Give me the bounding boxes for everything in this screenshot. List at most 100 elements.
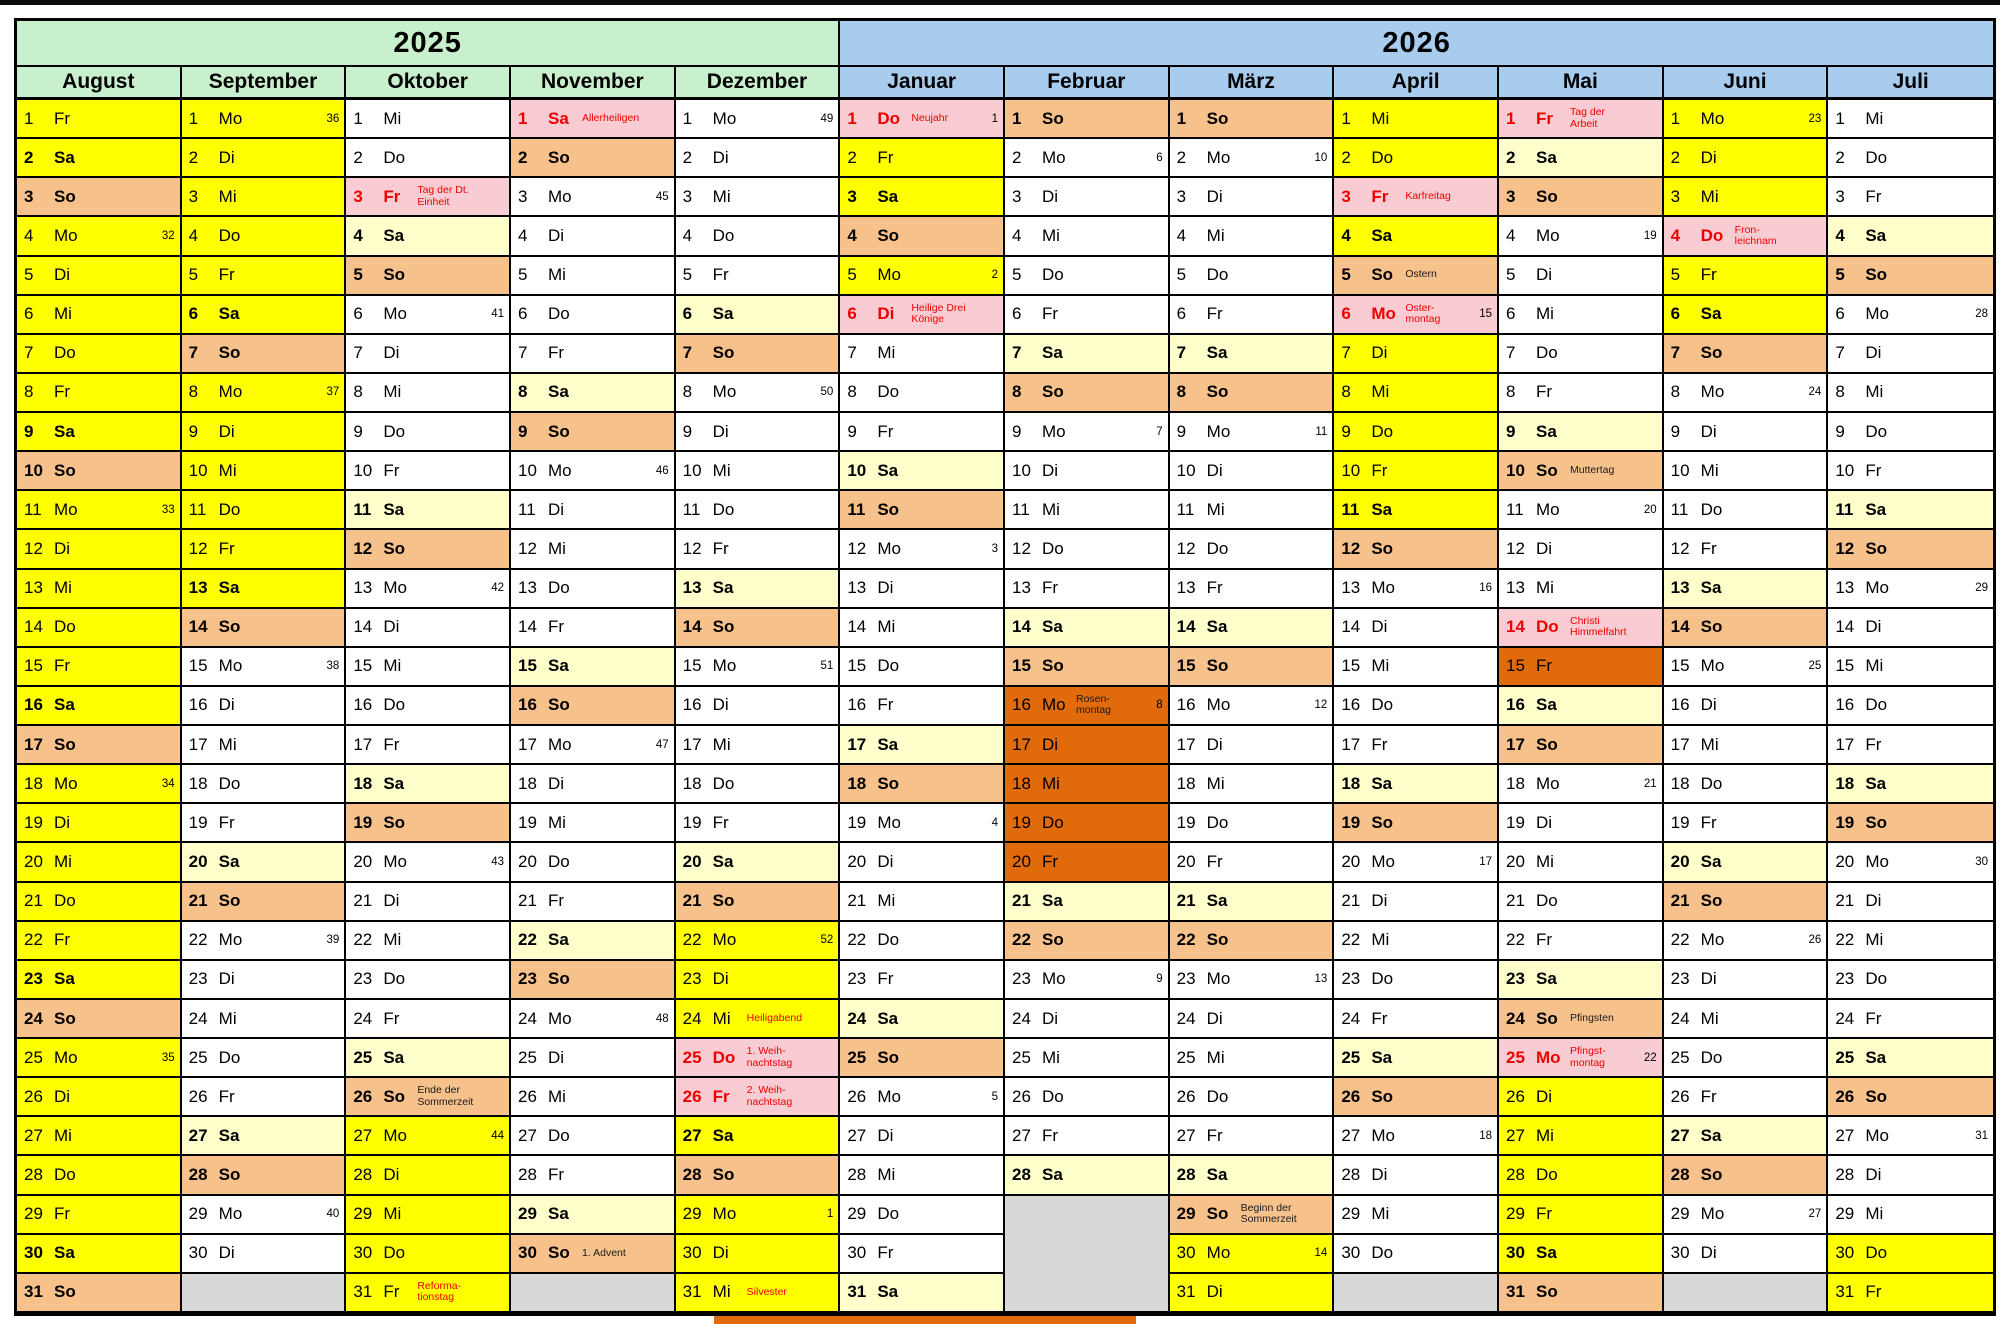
day-number: 25: [1670, 1047, 1690, 1067]
day-cell: 29 Mi: [346, 1195, 511, 1235]
day-cell: 14 Sa: [1005, 608, 1170, 648]
day-number: 25: [188, 1047, 208, 1067]
day-cell: 3 So: [17, 178, 182, 218]
day-number: 4: [353, 225, 363, 245]
day-cell: 29 Mo 27: [1663, 1195, 1829, 1235]
day-number: 11: [188, 499, 207, 519]
weekday-label: So: [1865, 538, 1888, 558]
day-cell: 7 Di: [1828, 334, 1993, 374]
day-cell: 25 So: [840, 1039, 1005, 1079]
day-number: 29: [518, 1204, 537, 1224]
day-cell: 26 So: [1828, 1078, 1993, 1118]
day-cell: 15 Mi: [1828, 647, 1993, 687]
day-number: 30: [1506, 1243, 1525, 1263]
weekday-label: Do: [548, 304, 570, 324]
day-cell: 7 So: [1663, 334, 1829, 374]
weekday-label: Do: [1371, 147, 1394, 167]
day-cell: 23 So: [511, 960, 676, 1000]
day-number: 4: [1176, 225, 1187, 245]
day-cell: 18 So: [840, 765, 1005, 805]
day-number: 23: [353, 969, 373, 989]
day-number: 19: [353, 812, 373, 832]
day-number: 31: [847, 1282, 867, 1302]
day-cell: 23 Mo 9: [1005, 960, 1170, 1000]
weekday-label: Di: [218, 695, 235, 715]
day-number: 17: [1835, 734, 1855, 754]
weekday-label: Sa: [1371, 225, 1393, 245]
weekday-label: Sa: [218, 578, 240, 598]
weekday-label: So: [54, 186, 76, 206]
week-number: 42: [491, 582, 504, 595]
month-header-juli: Juli: [1828, 67, 1993, 100]
day-cell: 14 Sa: [1169, 608, 1335, 648]
weekday-label: Do: [1700, 499, 1723, 519]
weekday-label: Di: [54, 538, 71, 558]
day-cell: 31 So: [1499, 1273, 1664, 1313]
day-cell: 16 Do: [1334, 686, 1499, 727]
day-number: 23: [1670, 969, 1690, 989]
day-cell: 21 So: [675, 882, 841, 922]
weekday-label: Mi: [1206, 225, 1225, 245]
day-number: 23: [1012, 969, 1031, 989]
day-cell: 7 Sa: [1169, 334, 1335, 374]
day-cell: 30 Di: [181, 1234, 347, 1274]
week-number: 20: [1643, 503, 1657, 516]
day-cell: 10 Fr: [1334, 452, 1499, 492]
weekday-label: Mo: [1865, 852, 1889, 871]
day-cell: 22 Mi: [346, 921, 511, 961]
day-cell: 19 Fr: [675, 804, 841, 844]
day-number: 9: [188, 421, 199, 441]
day-cell: 6 Mo Oster- montag 15: [1334, 295, 1499, 335]
day-number: 11: [1506, 499, 1524, 519]
weekday-label: Fr: [1865, 460, 1882, 480]
day-cell: 15 So: [1005, 647, 1170, 687]
day-cell: 15 Fr: [17, 647, 182, 687]
weekday-label: Mi: [1371, 382, 1390, 402]
weekday-label: Di: [877, 1125, 894, 1145]
weekday-label: Fr: [548, 1165, 565, 1185]
day-number: 22: [1835, 930, 1855, 950]
day-number: 21: [1506, 891, 1525, 911]
week-number: 7: [1156, 425, 1163, 438]
weekday-label: Fr: [1865, 734, 1882, 754]
day-number: 10: [1506, 460, 1525, 480]
day-number: 17: [1176, 734, 1196, 754]
day-number: 13: [1012, 578, 1031, 598]
day-number: 26: [518, 1086, 537, 1106]
day-cell: 17 So: [17, 726, 182, 766]
day-cell: 26 Di: [17, 1078, 182, 1118]
weekday-label: Mo: [877, 265, 901, 285]
day-cell: 12 So: [1334, 530, 1499, 570]
day-number: 28: [1670, 1165, 1690, 1185]
day-cell: 27 Sa: [181, 1117, 347, 1157]
day-cell: 30 Fr: [840, 1234, 1005, 1274]
day-number: 15: [1670, 656, 1690, 676]
weekday-label: Di: [548, 499, 565, 519]
weekday-label: Di: [1206, 734, 1223, 754]
day-number: 16: [1012, 695, 1031, 715]
day-cell: 8 Mi: [1334, 373, 1499, 414]
day-number: 27: [1176, 1125, 1196, 1145]
week-number: 34: [161, 777, 175, 790]
day-cell: 21 Fr: [511, 882, 676, 922]
weekday-label: Fr: [54, 1204, 71, 1224]
weekday-label: So: [1536, 1282, 1558, 1302]
day-number: 21: [188, 891, 208, 911]
weekday-label: Mi: [1865, 108, 1884, 128]
day-number: 11: [1341, 499, 1360, 519]
week-number: 32: [161, 229, 175, 242]
day-number: 14: [1506, 617, 1525, 637]
weekday-label: Do: [1206, 538, 1229, 558]
day-cell: 1 Mo 36: [181, 100, 347, 140]
day-cell: 8 So: [1169, 373, 1335, 414]
weekday-label: Sa: [1700, 852, 1722, 871]
day-cell: 3 Fr Karfreitag: [1334, 178, 1499, 218]
day-cell: 1 Mi: [1334, 100, 1499, 140]
weekday-label: Di: [877, 304, 895, 324]
weekday-label: Di: [1206, 460, 1223, 480]
day-number: 26: [682, 1086, 702, 1106]
day-cell: 2 Sa: [1499, 139, 1664, 179]
day-number: 4: [24, 225, 34, 245]
day-cell: 27 Mi: [17, 1117, 182, 1157]
week-number: 5: [991, 1090, 998, 1103]
